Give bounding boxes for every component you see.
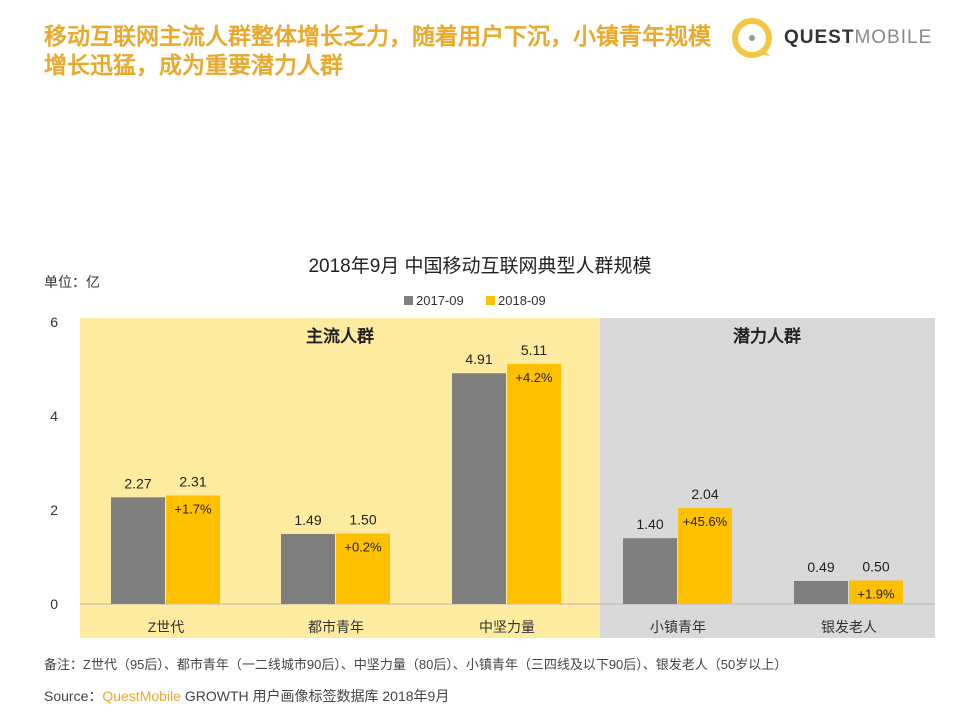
- bar-2017-09: [452, 373, 506, 604]
- legend-label: 2018-09: [498, 293, 546, 308]
- x-tick-label: Z世代: [148, 619, 185, 635]
- data-label: 2.04: [691, 486, 718, 502]
- bar-2018-09: [678, 508, 732, 604]
- logo-bold: QUEST: [784, 27, 855, 48]
- growth-label: +0.2%: [344, 540, 382, 555]
- footnote: 备注：Z世代（95后）、都市青年（一二线城市90后）、中坚力量（80后）、小镇青…: [44, 657, 788, 672]
- x-tick-label: 小镇青年: [650, 619, 706, 635]
- bar-2017-09: [794, 580, 848, 604]
- data-label: 4.91: [465, 351, 492, 367]
- bar-2017-09: [623, 538, 677, 604]
- growth-label: +45.6%: [683, 514, 728, 529]
- data-label: 1.49: [294, 512, 321, 528]
- bar-2018-09: [849, 580, 903, 604]
- legend-swatch: [486, 296, 495, 305]
- data-label: 0.49: [807, 559, 834, 575]
- x-tick-label: 都市青年: [308, 619, 364, 635]
- growth-label: +1.7%: [174, 501, 212, 516]
- y-axis-unit: 单位：亿: [44, 274, 100, 290]
- source-rest: GROWTH 用户画像标签数据库 2018年9月: [180, 688, 450, 704]
- y-tick-label: 6: [50, 314, 58, 330]
- questmobile-logo: QUESTMOBILE: [728, 14, 932, 62]
- group-label: 潜力人群: [733, 326, 801, 346]
- y-tick-label: 4: [50, 408, 58, 424]
- legend-label: 2017-09: [416, 293, 464, 308]
- data-label: 1.40: [636, 516, 663, 532]
- source-prefix: Source：: [44, 688, 103, 704]
- headline: 移动互联网主流人群整体增长乏力，随着用户下沉，小镇青年规模增长迅猛，成为重要潜力…: [44, 23, 711, 78]
- source-brand: QuestMobile: [102, 688, 181, 704]
- data-label: 0.50: [862, 559, 889, 575]
- logo-light: MOBILE: [854, 27, 933, 48]
- bar-2018-09: [166, 495, 220, 604]
- bar-2017-09: [281, 533, 335, 604]
- bar-2018-09: [507, 363, 561, 604]
- bar-2018-09: [336, 533, 390, 604]
- growth-label: +4.2%: [515, 370, 553, 385]
- x-tick-label: 银发老人: [821, 619, 877, 635]
- data-label: 5.11: [521, 342, 547, 358]
- group-label: 主流人群: [306, 326, 374, 346]
- x-tick-label: 中坚力量: [479, 619, 535, 635]
- legend-swatch: [404, 296, 413, 305]
- chart-title: 2018年9月 中国移动互联网典型人群规模: [308, 255, 651, 277]
- data-label: 2.27: [124, 475, 151, 491]
- y-tick-label: 0: [50, 596, 58, 612]
- source-line: Source：QuestMobile GROWTH 用户画像标签数据库 2018…: [44, 686, 449, 706]
- data-label: 1.50: [349, 512, 376, 528]
- growth-label: +1.9%: [857, 587, 895, 602]
- logo-icon: [732, 18, 772, 58]
- bar-2017-09: [111, 497, 165, 604]
- data-label: 2.31: [179, 473, 206, 489]
- y-tick-label: 2: [50, 502, 58, 518]
